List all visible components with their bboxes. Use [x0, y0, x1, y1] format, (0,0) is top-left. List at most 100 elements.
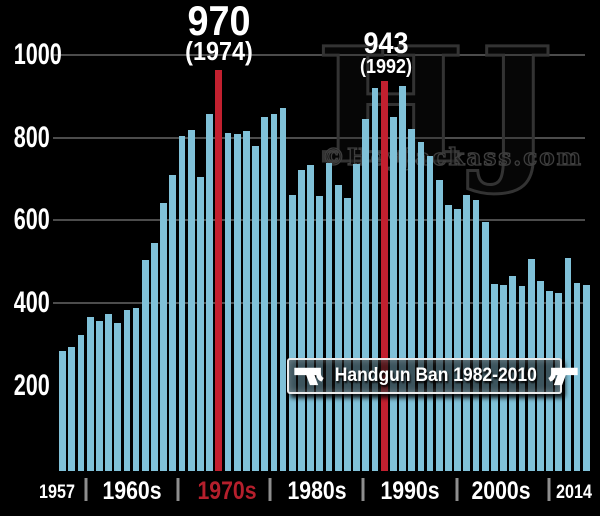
bar-slot-1988: [343, 41, 352, 471]
bar-slot-2008: [527, 41, 536, 471]
y-tick-1000: 1000: [13, 38, 62, 71]
y-tick-200: 200: [13, 369, 50, 402]
bar-1985: [316, 196, 324, 471]
x-label-1980s: 1980s: [287, 477, 347, 505]
bar-1970: [178, 136, 186, 471]
bar-slot-1980: [269, 41, 278, 471]
bar-slot-1986: [324, 41, 333, 471]
bar-1979: [261, 117, 269, 471]
bar-1988: [344, 198, 351, 471]
bar-1962: [105, 314, 112, 471]
bar-slot-2002: [471, 41, 480, 471]
bar-2012: [564, 258, 572, 471]
bar-2003: [481, 222, 489, 471]
bar-slot-1989: [352, 41, 361, 471]
bar-slot-1963: [113, 41, 122, 471]
bar-slot-1998: [435, 41, 444, 471]
bar-slot-1968: [159, 41, 168, 471]
bar-1986: [325, 163, 333, 471]
bar-1995: [408, 129, 416, 471]
bar-1999: [445, 205, 452, 471]
bar-1976: [233, 134, 241, 471]
bar-1961: [95, 321, 103, 471]
bar-1960: [86, 317, 94, 471]
bar-slot-2014: [582, 41, 591, 471]
bar-1975: [224, 133, 232, 471]
bar-slot-2000: [453, 41, 462, 471]
bar-1991: [371, 88, 379, 471]
bar-1978: [252, 146, 259, 471]
bar-slot-1993: [389, 41, 398, 471]
bar-slot-1969: [168, 41, 177, 471]
bar-slot-1990: [361, 41, 370, 471]
bar-1982: [288, 195, 296, 471]
pistol-icon: [294, 367, 324, 386]
bar-slot-1995: [407, 41, 416, 471]
bar-slot-1959: [76, 41, 85, 471]
bar-1996: [417, 142, 425, 471]
bar-1966: [141, 260, 149, 471]
bar-1989: [353, 164, 360, 471]
x-label-1960s: 1960s: [102, 477, 162, 505]
bar-1958: [68, 347, 76, 471]
bar-slot-1992: [380, 41, 389, 471]
gridline-1000: [53, 54, 585, 56]
bar-2001: [463, 195, 471, 471]
peak-1974-value: 970: [187, 0, 251, 44]
bar-1997: [426, 156, 434, 471]
bar-1977: [242, 131, 250, 471]
bar-slot-2012: [563, 41, 572, 471]
peak-1992-year: (1992): [359, 56, 413, 78]
handgun-ban-label: Handgun Ban 1982-2010: [334, 365, 537, 386]
bar-slot-1974: [214, 41, 223, 471]
x-axis-divider: [455, 478, 459, 501]
bar-1983: [298, 170, 305, 471]
bar-1990: [362, 119, 370, 471]
bar-1992: [380, 81, 388, 471]
x-label-1990s: 1990s: [380, 477, 440, 505]
bar-slot-1973: [205, 41, 214, 471]
bar-series: [58, 41, 591, 471]
bar-1957: [59, 351, 66, 471]
watermark-monogram: HJ: [314, 14, 569, 199]
bar-2002: [472, 200, 480, 471]
handgun-ban-banner: Handgun Ban 1982-2010: [287, 358, 578, 394]
bar-slot-2004: [490, 41, 499, 471]
x-axis-divider: [176, 478, 180, 501]
bar-slot-1976: [233, 41, 242, 471]
bar-slot-2011: [554, 41, 563, 471]
bar-2000: [454, 209, 462, 471]
bar-slot-1967: [150, 41, 159, 471]
bar-1981: [279, 108, 287, 471]
bar-slot-1977: [242, 41, 251, 471]
bar-1993: [389, 117, 397, 471]
y-tick-600: 600: [13, 203, 50, 236]
x-label-2014: 2014: [556, 482, 592, 503]
x-label-1970s: 1970s: [197, 477, 257, 505]
bar-slot-1981: [279, 41, 288, 471]
bar-slot-1983: [297, 41, 306, 471]
bar-1968: [160, 203, 168, 471]
bar-1959: [77, 335, 85, 471]
peak-1974-year: (1974): [185, 36, 253, 66]
bar-slot-1957: [58, 41, 67, 471]
bar-slot-2013: [573, 41, 582, 471]
bar-1984: [307, 165, 315, 471]
bar-1971: [187, 130, 195, 471]
x-axis-divider: [547, 478, 551, 501]
bar-slot-1982: [288, 41, 297, 471]
bar-1994: [399, 86, 406, 471]
bar-slot-1970: [177, 41, 186, 471]
y-tick-400: 400: [13, 286, 50, 319]
x-label-2000s: 2000s: [471, 477, 531, 505]
bar-slot-2005: [499, 41, 508, 471]
bar-slot-1962: [104, 41, 113, 471]
bar-slot-1971: [187, 41, 196, 471]
gridline-800: [53, 137, 585, 139]
bar-1973: [206, 114, 213, 471]
bar-slot-1987: [334, 41, 343, 471]
x-axis-divider: [268, 478, 272, 501]
bar-slot-1972: [196, 41, 205, 471]
bar-slot-2006: [508, 41, 517, 471]
bar-1967: [151, 243, 158, 471]
